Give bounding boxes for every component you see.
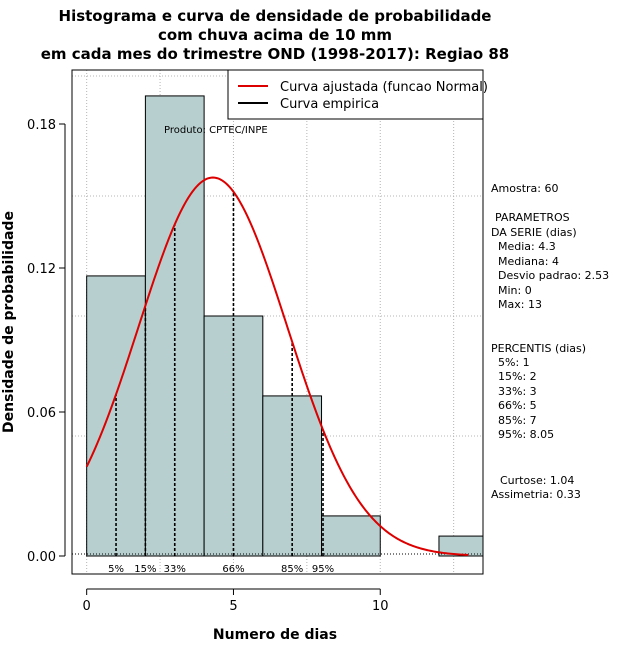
percentile-label-2: 33% <box>164 564 186 575</box>
percentile-label-1: 15% <box>134 564 156 575</box>
stat-p15: 15%: 2 <box>498 370 537 383</box>
stat-p85: 85%: 7 <box>498 414 537 427</box>
chart-title-line-2: com chuva acima de 10 mm <box>158 26 392 44</box>
stat-p5: 5%: 1 <box>498 356 530 369</box>
stat-p95: 95%: 8.05 <box>498 428 554 441</box>
percentile-label-5: 95% <box>312 564 334 575</box>
stat-desvio: Desvio padrao: 2.53 <box>498 269 609 282</box>
normal-fit-curve <box>85 176 469 556</box>
stat-assimetria: Assimetria: 0.33 <box>491 488 581 501</box>
y-axis-title: Densidade de probabilidade <box>1 211 17 433</box>
stats-panel: Amostra: 60 PARAMETROS DA SERIE (dias) M… <box>491 182 609 501</box>
chart-title-line-3: em cada mes do trimestre OND (1998-2017)… <box>41 45 510 63</box>
stat-mediana: Mediana: 4 <box>498 255 559 268</box>
legend-box <box>227 69 484 120</box>
stat-curtose: Curtose: 1.04 <box>500 474 574 487</box>
stat-params-header-2: DA SERIE (dias) <box>491 226 577 239</box>
chart-title-line-1: Histograma e curva de densidade de proba… <box>59 7 492 25</box>
y-tick-label-1: 0.06 <box>27 406 56 421</box>
x-tick-label-0: 0 <box>83 599 91 614</box>
y-tick-label-3: 0.18 <box>27 118 56 133</box>
percentile-label-3: 66% <box>222 564 244 575</box>
stat-min: Min: 0 <box>498 284 532 297</box>
y-tick-label-0: 0.00 <box>27 550 56 565</box>
stat-percentis-header: PERCENTIS (dias) <box>491 342 586 355</box>
x-tick-label-2: 10 <box>372 599 389 614</box>
percentile-labels: 5% 15% 33% 66% 85% 95% <box>108 564 334 575</box>
x-axis: 0 5 10 <box>83 588 389 614</box>
histogram-bar-4 <box>321 515 381 557</box>
y-axis: 0.00 0.06 0.12 0.18 <box>27 118 66 565</box>
y-tick-label-2: 0.12 <box>27 262 56 277</box>
product-label: Produto: CPTEC/INPE <box>164 125 268 136</box>
legend: Curva ajustada (funcao Normal) Curva emp… <box>227 69 488 120</box>
legend-label-empirical: Curva empirica <box>280 97 379 112</box>
percentile-label-0: 5% <box>108 564 124 575</box>
stat-sample: Amostra: 60 <box>491 182 558 195</box>
stat-p33: 33%: 3 <box>498 385 537 398</box>
percentile-label-4: 85% <box>281 564 303 575</box>
stat-p66: 66%: 5 <box>498 399 537 412</box>
percentile-layer <box>115 191 324 556</box>
x-tick-label-1: 5 <box>229 599 237 614</box>
x-axis-title: Numero de dias <box>213 627 337 643</box>
stat-params-header-1: PARAMETROS <box>495 211 570 224</box>
legend-label-normal: Curva ajustada (funcao Normal) <box>280 80 488 95</box>
stat-max: Max: 13 <box>498 298 542 311</box>
stat-media: Media: 4.3 <box>498 240 556 253</box>
